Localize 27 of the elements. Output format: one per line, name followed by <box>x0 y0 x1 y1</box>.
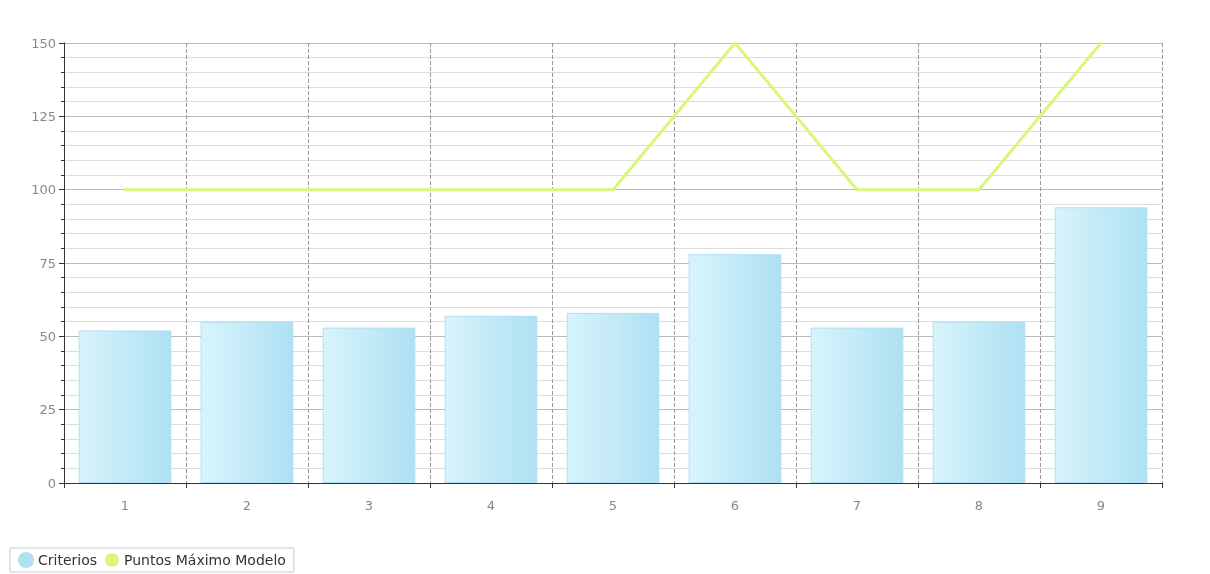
bar <box>78 330 172 483</box>
y-tick-label: 100 <box>31 182 56 198</box>
x-tick-label: 5 <box>608 498 618 513</box>
bar <box>566 312 660 483</box>
y-tick-label: 125 <box>31 108 56 124</box>
bar <box>200 321 294 483</box>
bar <box>688 254 782 483</box>
y-tick-label: 0 <box>47 475 56 491</box>
x-tick-label: 2 <box>242 498 252 513</box>
bar <box>1054 207 1148 483</box>
x-tick-label: 3 <box>364 498 374 513</box>
x-tick-label: 9 <box>1096 498 1106 513</box>
bar <box>444 315 538 483</box>
x-tick-label: 8 <box>974 498 984 513</box>
y-tick-label: 50 <box>39 328 56 344</box>
x-tick-label: 7 <box>852 498 862 513</box>
legend-label: Puntos Máximo Modelo <box>124 552 286 568</box>
x-tick-label: 4 <box>486 498 496 513</box>
y-tick-label: 150 <box>31 35 56 51</box>
y-tick-label: 25 <box>39 402 56 418</box>
x-tick-label: 6 <box>730 498 740 513</box>
bar <box>932 321 1026 483</box>
x-tick-label: 1 <box>120 498 130 513</box>
legend-label: Criterios <box>38 552 98 568</box>
bar <box>810 327 904 483</box>
bar <box>322 327 416 483</box>
y-tick-label: 75 <box>39 255 56 271</box>
